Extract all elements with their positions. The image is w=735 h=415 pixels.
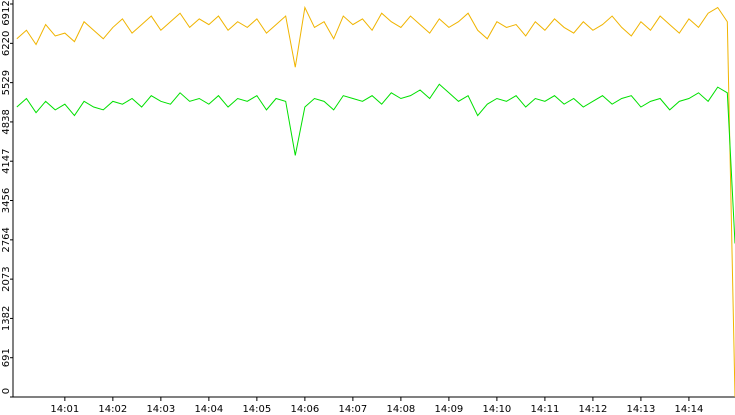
y-tick-label: 2764: [1, 227, 12, 252]
x-tick-label: 14:11: [530, 404, 559, 415]
x-tick-label: 14:02: [98, 404, 127, 415]
x-tick-label: 14:05: [242, 404, 271, 415]
x-tick-label: 14:13: [626, 404, 655, 415]
x-tick-label: 14:09: [434, 404, 463, 415]
y-tick-label: 1382: [1, 306, 12, 331]
series-line: [16, 83, 735, 244]
y-tick-label: 4147: [1, 148, 12, 173]
x-tick-label: 14:01: [50, 404, 79, 415]
x-tick-label: 14:10: [482, 404, 511, 415]
y-tick-label: 2073: [1, 266, 12, 291]
y-tick-label: 6220: [1, 31, 12, 56]
y-tick-label: 0: [1, 388, 12, 394]
x-tick-label: 14:08: [386, 404, 415, 415]
y-tick-label: 691: [1, 348, 12, 367]
y-tick-label: 5529: [1, 70, 12, 95]
x-tick-label: 14:03: [146, 404, 175, 415]
x-tick-label: 14:12: [578, 404, 607, 415]
y-tick-label: 6912: [1, 0, 12, 25]
x-tick-label: 14:06: [290, 404, 319, 415]
x-tick-label: 14:07: [338, 404, 367, 415]
y-tick-label: 4838: [1, 109, 12, 134]
y-tick-label: 3456: [1, 188, 12, 213]
series-line: [16, 5, 735, 398]
x-tick-label: 14:14: [675, 404, 704, 415]
x-tick-label: 14:04: [194, 404, 223, 415]
